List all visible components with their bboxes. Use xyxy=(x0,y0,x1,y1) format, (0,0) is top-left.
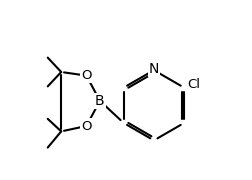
Text: O: O xyxy=(81,69,92,82)
Text: O: O xyxy=(81,120,92,132)
Text: N: N xyxy=(149,62,159,76)
Text: B: B xyxy=(95,94,105,108)
Text: Cl: Cl xyxy=(188,78,201,91)
